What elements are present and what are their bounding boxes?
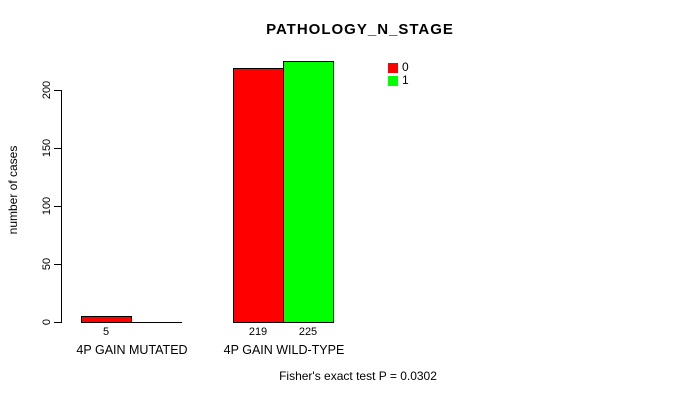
bar-series-1 (283, 61, 334, 323)
bar-series-0 (233, 68, 284, 323)
y-axis-tick-label: 100 (41, 196, 53, 216)
bar-value-label: 5 (102, 326, 110, 338)
x-category-label: 4P GAIN MUTATED (76, 343, 188, 357)
legend-label-1: 1 (402, 73, 409, 87)
y-axis-tick-label: 150 (41, 138, 53, 158)
y-axis-line (61, 90, 62, 323)
y-axis-tick (54, 322, 61, 323)
y-axis-tick (54, 90, 61, 91)
chart-title: PATHOLOGY_N_STAGE (266, 21, 454, 38)
bar-value-label: 225 (298, 326, 318, 338)
x-category-label: 4P GAIN WILD-TYPE (223, 343, 345, 357)
bar-value-label: 219 (248, 326, 268, 338)
y-axis-tick (54, 206, 61, 207)
y-axis-tick-label: 0 (41, 318, 53, 326)
p-value-annotation: Fisher's exact test P = 0.0302 (279, 369, 437, 383)
legend-swatch-green-icon (388, 75, 398, 86)
legend-swatch-red-icon (388, 62, 398, 73)
legend-item-1: 1 (388, 73, 409, 87)
legend: 0 1 (388, 60, 409, 88)
y-axis-tick (54, 148, 61, 149)
y-axis-tick-label: 200 (41, 80, 53, 100)
legend-label-0: 0 (402, 60, 409, 74)
y-axis-tick-label: 50 (41, 257, 53, 271)
legend-item-0: 0 (388, 60, 409, 74)
bar-zero-line (131, 322, 182, 323)
y-axis-tick (54, 264, 61, 265)
bar-series-0 (81, 316, 132, 323)
